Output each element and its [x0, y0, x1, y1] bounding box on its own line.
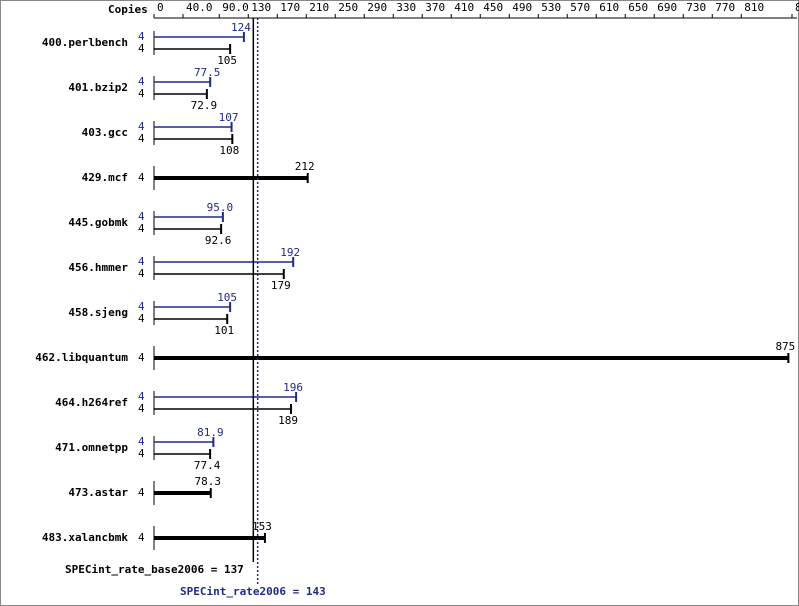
bar [154, 441, 214, 443]
x-tick-label: 610 [599, 1, 619, 14]
copies-label: 4 [138, 531, 145, 544]
copies-label: 4 [138, 75, 145, 88]
x-tick-label: 90.0 [222, 1, 249, 14]
category-label: 464.h264ref [55, 396, 128, 409]
x-tick-label: 880 [795, 1, 799, 14]
bar [154, 93, 207, 95]
bar [154, 48, 231, 50]
value-label: 192 [280, 246, 300, 259]
bar [154, 228, 222, 230]
copies-label: 4 [138, 486, 145, 499]
x-tick-label: 290 [367, 1, 387, 14]
x-tick-label: 170 [280, 1, 300, 14]
bar [154, 138, 233, 140]
copies-label: 4 [138, 171, 145, 184]
copies-label: 4 [138, 435, 145, 448]
x-tick-label: 770 [715, 1, 735, 14]
bar [154, 306, 231, 308]
x-tick-label: 370 [425, 1, 445, 14]
value-label: 101 [214, 324, 234, 337]
bar [154, 491, 211, 495]
category-label: 429.mcf [82, 171, 128, 184]
value-label: 196 [283, 381, 303, 394]
x-tick-label: 130 [251, 1, 271, 14]
category-label: 456.hmmer [68, 261, 128, 274]
category-label: 471.omnetpp [55, 441, 128, 454]
copies-label: 4 [138, 210, 145, 223]
copies-label: 4 [138, 390, 145, 403]
x-tick-label: 410 [454, 1, 474, 14]
value-label: 105 [217, 54, 237, 67]
category-label: 473.astar [68, 486, 128, 499]
value-label: 72.9 [191, 99, 218, 112]
x-tick-label: 690 [657, 1, 677, 14]
value-label: 189 [278, 414, 298, 427]
category-label: 445.gobmk [68, 216, 128, 229]
bar [154, 453, 211, 455]
x-tick-label: 210 [309, 1, 329, 14]
value-label: 105 [217, 291, 237, 304]
x-tick-label: 450 [483, 1, 503, 14]
value-label: 78.3 [195, 475, 222, 488]
x-tick-label: 730 [686, 1, 706, 14]
value-label: 77.5 [194, 66, 221, 79]
copies-label: 4 [138, 120, 145, 133]
value-label: 124 [231, 21, 251, 34]
value-label: 77.4 [194, 459, 221, 472]
x-tick-label: 40.0 [186, 1, 213, 14]
category-label: 462.libquantum [35, 351, 128, 364]
bar [154, 261, 294, 263]
bar [154, 273, 284, 275]
copies-label: 4 [138, 132, 145, 145]
value-label: 153 [252, 520, 272, 533]
reference-label: SPECint_rate_base2006 = 137 [65, 563, 244, 576]
value-label: 179 [271, 279, 291, 292]
category-label: 483.xalancbmk [42, 531, 128, 544]
value-label: 95.0 [207, 201, 234, 214]
bar [154, 536, 265, 540]
copies-label: 4 [138, 87, 145, 100]
copies-label: 4 [138, 255, 145, 268]
value-label: 212 [295, 160, 315, 173]
bar [154, 36, 244, 38]
bar [154, 396, 297, 398]
copies-label: 4 [138, 351, 145, 364]
copies-label: 4 [138, 402, 145, 415]
copies-label: 4 [138, 300, 145, 313]
bar [154, 408, 292, 410]
x-tick-label: 650 [628, 1, 648, 14]
x-tick-label: 250 [338, 1, 358, 14]
value-label: 107 [219, 111, 239, 124]
bar [154, 216, 223, 218]
x-tick-label: 0 [157, 1, 164, 14]
category-label: 403.gcc [82, 126, 128, 139]
copies-label: 4 [138, 42, 145, 55]
value-label: 81.9 [197, 426, 224, 439]
category-label: 458.sjeng [68, 306, 128, 319]
copies-label: 4 [138, 312, 145, 325]
category-label: 401.bzip2 [68, 81, 128, 94]
x-tick-label: 490 [512, 1, 532, 14]
x-tick-label: 530 [541, 1, 561, 14]
reference-label: SPECint_rate2006 = 143 [180, 585, 326, 598]
bar [154, 176, 308, 180]
bar [154, 81, 211, 83]
copies-header: Copies [108, 3, 148, 16]
bar [154, 356, 789, 360]
value-label: 875 [775, 340, 795, 353]
value-label: 92.6 [205, 234, 232, 247]
copies-label: 4 [138, 267, 145, 280]
copies-label: 4 [138, 447, 145, 460]
x-tick-label: 810 [744, 1, 764, 14]
value-label: 108 [219, 144, 239, 157]
copies-label: 4 [138, 222, 145, 235]
bar [154, 126, 232, 128]
category-label: 400.perlbench [42, 36, 128, 49]
x-tick-label: 330 [396, 1, 416, 14]
x-tick-label: 570 [570, 1, 590, 14]
bar [154, 318, 228, 320]
copies-label: 4 [138, 30, 145, 43]
